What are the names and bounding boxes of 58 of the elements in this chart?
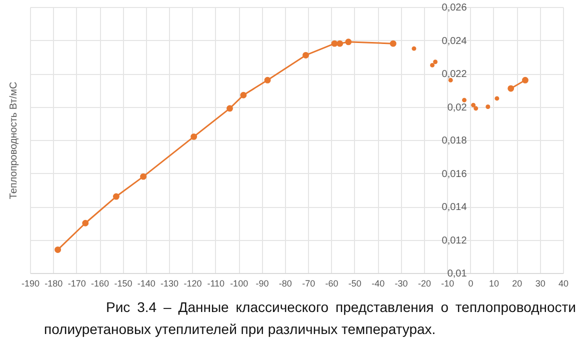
x-tick-label: -130: [160, 278, 179, 288]
x-tick-label: -30: [394, 278, 408, 288]
point: [264, 76, 271, 84]
x-tick-label: -20: [418, 278, 431, 288]
x-tick-label: 30: [535, 278, 546, 288]
point: [522, 76, 528, 84]
point: [190, 133, 198, 140]
point: [486, 104, 490, 109]
y-tick-label: 0,02: [447, 102, 468, 114]
point: [82, 220, 89, 226]
point: [302, 52, 310, 58]
x-tick-label: -190: [21, 278, 40, 288]
point: [390, 40, 396, 47]
x-tick-label: 0: [468, 278, 474, 288]
y-tick-label: 0,026: [442, 2, 468, 14]
x-tick-label: -140: [137, 278, 156, 288]
x-tick-label: 10: [488, 278, 499, 288]
y-tick-label: 0,012: [442, 235, 468, 246]
x-tick-label: -60: [325, 278, 338, 288]
x-tick-label: -120: [184, 278, 202, 288]
y-tick-label: 0,01: [447, 268, 468, 280]
y-tick-label: 0,016: [442, 168, 468, 180]
point: [345, 38, 352, 46]
x-tick-label: -10: [441, 278, 454, 288]
point: [433, 60, 438, 64]
x-tick-label: -160: [91, 278, 110, 288]
point: [412, 46, 416, 51]
point: [336, 40, 344, 47]
point: [226, 105, 233, 112]
x-tick-label: -180: [44, 278, 63, 288]
x-tick-label: -40: [372, 278, 385, 288]
x-tick-label: -80: [278, 278, 292, 288]
point: [494, 96, 500, 101]
point: [240, 92, 247, 98]
y-tick-label: 0,018: [442, 136, 468, 146]
point: [140, 173, 147, 180]
point: [474, 106, 478, 111]
point: [462, 98, 467, 102]
point: [430, 62, 435, 68]
x-tick-label: -70: [302, 278, 316, 288]
point: [54, 246, 62, 253]
y-tick-label: 0,014: [442, 202, 468, 213]
point: [471, 102, 476, 108]
text: Рис 3.4 – Данные классического представления о теплопроводности полиуретановых утеплителей при различных температурах.: [44, 298, 576, 339]
x-tick-label: -150: [114, 278, 132, 288]
x-tick-label: -90: [256, 278, 269, 288]
y-axis-title: Теплопроводность Вт/мС: [8, 82, 20, 200]
x-tick-label: -100: [230, 278, 248, 288]
y-tick-label: 0,024: [442, 36, 468, 47]
x-tick-label: -170: [68, 278, 86, 288]
x-tick-label: 40: [558, 278, 569, 288]
x-tick-label: -50: [348, 278, 362, 288]
x-tick-label: 20: [512, 278, 522, 288]
point: [331, 40, 338, 47]
x-tick-label: -110: [207, 278, 225, 288]
point: [112, 193, 120, 200]
y-tick-label: 0,022: [442, 69, 468, 80]
point: [508, 85, 514, 92]
